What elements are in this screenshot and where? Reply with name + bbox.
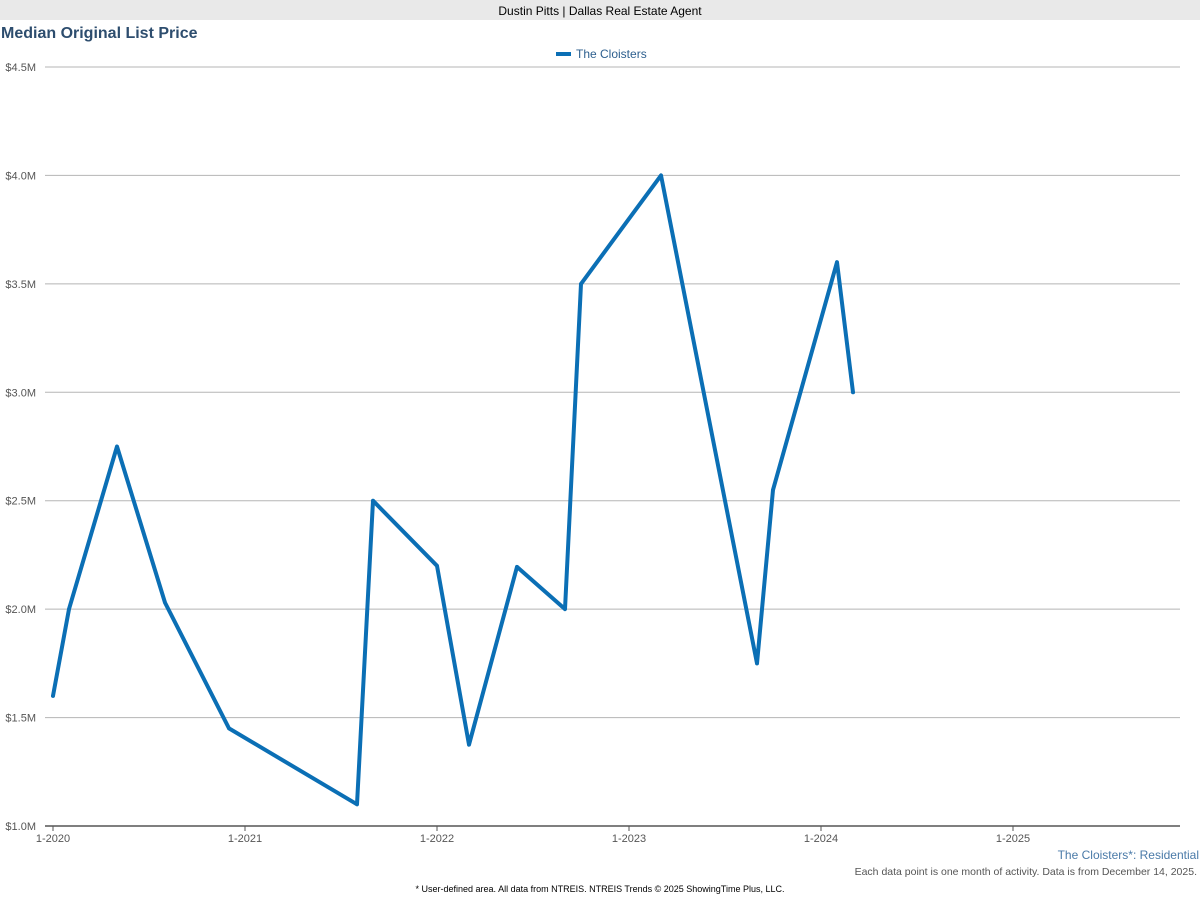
y-axis: $1.0M $1.5M $2.0M $2.5M $3.0M $3.5M $4.0M $4.5M [5,62,36,833]
data-point [355,802,359,807]
data-point [163,600,167,605]
data-point [371,498,375,503]
legend-label: The Cloisters [576,47,647,61]
chart-series [51,173,855,807]
data-point [659,173,663,178]
data-point [579,282,583,286]
data-point [835,260,839,264]
y-tick-label: $2.0M [5,604,36,616]
y-tick-label: $4.0M [5,170,36,182]
x-tick-label: 1-2024 [804,833,838,845]
y-tick-label: $4.5M [5,62,36,74]
area-note: The Cloisters*: Residential [1057,848,1199,862]
y-tick-label: $3.0M [5,387,36,399]
x-axis: 1-2020 1-2021 1-2022 1-2023 1-2024 1-2025 [36,825,1180,845]
x-tick-label: 1-2025 [996,833,1030,845]
chart-title: Median Original List Price [1,25,198,42]
data-point [771,488,775,492]
data-point [467,742,471,747]
data-point [227,726,231,731]
y-tick-label: $1.5M [5,713,36,725]
data-point [755,661,759,666]
activity-note: Each data point is one month of activity… [854,866,1197,878]
data-point [515,565,519,569]
y-tick-label: $1.0M [5,821,36,833]
series-line [51,173,855,807]
data-point [563,607,567,611]
data-point [851,390,855,395]
footer-note: * User-defined area. All data from NTREI… [415,884,785,894]
chart-legend: The Cloisters [556,47,647,61]
data-point [115,444,119,449]
x-tick-label: 1-2023 [612,833,646,845]
agent-header-bar: Dustin Pitts | Dallas Real Estate Agent [0,0,1200,20]
data-point [435,563,439,568]
chart-gridlines [45,66,1180,719]
x-tick-label: 1-2020 [36,833,70,845]
data-point [51,694,55,698]
agent-header-text: Dustin Pitts | Dallas Real Estate Agent [498,4,702,18]
y-tick-label: $3.5M [5,279,36,291]
x-tick-label: 1-2022 [420,833,454,845]
x-tick-label: 1-2021 [228,833,262,845]
data-point [67,607,71,611]
y-tick-label: $2.5M [5,496,36,508]
